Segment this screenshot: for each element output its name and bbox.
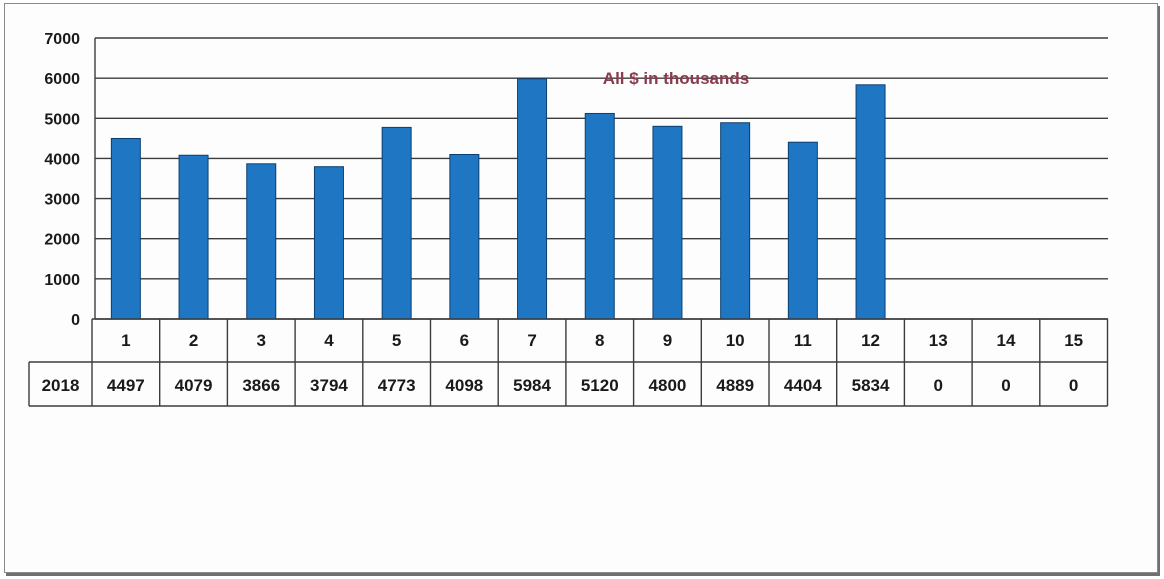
table-value-cell: 5984 [513,376,551,395]
table-value-cell: 4800 [649,376,687,395]
bar [313,166,344,320]
category-label: 7 [527,331,536,350]
table-value-cell: 4079 [175,376,213,395]
category-label: 5 [392,331,401,350]
data-table: 2018 1 4497 2 4079 3 3866 4 3794 5 4773 6 4098 7 5984 8… [28,318,1109,407]
bar [246,163,277,320]
table-value-cell: 0 [1069,376,1078,395]
bar [449,153,480,320]
table-value-cell: 4889 [716,376,754,395]
category-label: 11 [794,331,812,350]
category-label: 9 [663,331,672,350]
category-label: 6 [460,331,469,350]
table-value-cell: 3866 [242,376,280,395]
y-tick-label: 0 [71,312,80,329]
y-tick-label: 4000 [44,151,80,168]
bar [178,154,209,320]
table-value-cell: 4404 [784,376,822,395]
bar [584,112,615,320]
category-label: 4 [324,331,334,350]
category-label: 3 [257,331,266,350]
y-tick-label: 5000 [44,111,80,128]
bar [517,78,548,320]
table-row-label: 2018 [42,376,80,395]
bars [110,78,886,320]
category-label: 8 [595,331,604,350]
bar [381,126,412,320]
bar [787,141,818,320]
category-label: 10 [726,331,745,350]
table-value-cell: 0 [934,376,943,395]
y-tick-label: 2000 [44,232,80,249]
table-value-cell: 0 [1001,376,1010,395]
table-value-cell: 4098 [445,376,483,395]
chart-annotation: All $ in thousands [603,69,749,88]
y-tick-label: 3000 [44,192,80,209]
category-label: 15 [1064,331,1083,350]
table-value-cell: 4497 [107,376,145,395]
y-axis-ticks: 0 1000 2000 3000 4000 5000 6000 7000 [44,31,80,329]
category-label: 13 [929,331,948,350]
table-value-cell: 3794 [310,376,348,395]
bar [110,137,141,320]
y-tick-label: 1000 [44,272,80,289]
bar [720,122,751,320]
category-label: 14 [996,331,1015,350]
y-tick-label: 6000 [44,71,80,88]
category-label: 12 [861,331,880,350]
bar [855,84,886,320]
y-tick-label: 7000 [44,31,80,48]
table-value-cell: 5834 [852,376,890,395]
bar [652,125,683,320]
table-value-cell: 4773 [378,376,416,395]
category-label: 2 [189,331,198,350]
table-value-cell: 5120 [581,376,619,395]
category-label: 1 [121,331,130,350]
